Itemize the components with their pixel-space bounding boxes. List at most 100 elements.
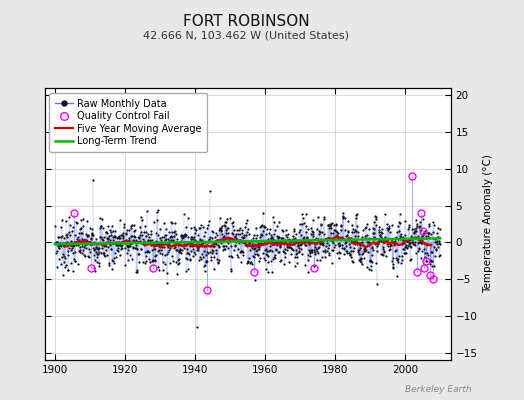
Point (74, 230, 83, 236)
Point (160, 252, 169, 258)
Point (119, 224, 128, 230)
Point (173, 236, 181, 242)
Point (124, 256, 132, 263)
Point (380, 239, 389, 245)
Point (307, 247, 315, 254)
Point (406, 257, 414, 264)
Point (107, 228, 115, 235)
Point (281, 254, 289, 260)
Point (431, 253, 439, 259)
Point (90, 265, 99, 271)
Point (423, 250, 431, 256)
Point (83, 233, 92, 240)
Point (298, 211, 306, 218)
Point (381, 211, 389, 218)
Point (133, 268, 141, 275)
Point (381, 234, 389, 240)
Point (154, 206, 162, 213)
Point (308, 246, 316, 253)
Point (326, 220, 335, 227)
Point (314, 250, 323, 256)
Point (225, 234, 234, 241)
Point (328, 238, 336, 244)
Point (380, 235, 389, 241)
Point (283, 247, 291, 253)
Point (189, 246, 197, 252)
Point (388, 261, 397, 268)
Point (117, 232, 125, 238)
Point (355, 251, 364, 257)
Point (121, 238, 129, 244)
Point (241, 242, 249, 248)
Point (346, 254, 355, 260)
Point (267, 235, 275, 242)
Point (220, 222, 228, 229)
Point (224, 239, 232, 246)
Point (221, 246, 229, 252)
Point (123, 242, 132, 248)
Point (98, 216, 106, 222)
Point (121, 262, 129, 268)
Point (169, 229, 178, 235)
Point (161, 232, 169, 238)
Point (144, 248, 152, 254)
Point (236, 249, 245, 256)
Point (271, 238, 280, 245)
Point (412, 225, 421, 231)
Point (351, 227, 359, 233)
Point (325, 225, 334, 232)
Point (159, 259, 168, 265)
Point (273, 232, 281, 239)
Point (339, 213, 347, 219)
Point (378, 230, 386, 236)
Point (403, 236, 412, 242)
Point (53, 264, 61, 270)
Point (318, 240, 326, 247)
Point (236, 237, 244, 243)
Point (328, 220, 336, 226)
Point (139, 229, 148, 235)
Point (373, 280, 381, 287)
Point (53, 234, 62, 240)
Point (55, 245, 63, 252)
Point (121, 245, 129, 252)
Point (111, 233, 119, 239)
Point (380, 247, 388, 254)
Point (425, 257, 434, 264)
Point (104, 223, 113, 230)
Point (278, 236, 287, 243)
Point (183, 250, 192, 256)
Point (378, 226, 386, 232)
Point (299, 238, 308, 245)
Point (70, 258, 79, 264)
Point (127, 222, 135, 229)
Point (217, 230, 226, 237)
Point (416, 223, 424, 229)
Point (385, 223, 394, 229)
Point (107, 266, 116, 272)
Legend: Raw Monthly Data, Quality Control Fail, Five Year Moving Average, Long-Term Tren: Raw Monthly Data, Quality Control Fail, … (49, 93, 207, 152)
Point (55, 256, 63, 262)
Point (390, 248, 399, 254)
Point (236, 231, 244, 238)
Point (79, 216, 88, 222)
Point (181, 231, 190, 237)
Point (428, 249, 436, 255)
Point (397, 260, 405, 266)
Point (429, 235, 437, 241)
Point (434, 234, 442, 240)
Point (223, 225, 231, 232)
Point (235, 225, 244, 232)
Point (165, 238, 173, 244)
Point (150, 246, 159, 252)
Point (257, 230, 265, 237)
Point (217, 224, 225, 231)
Point (376, 236, 385, 242)
Point (88, 226, 96, 232)
Point (173, 271, 181, 278)
Point (71, 249, 79, 255)
Point (372, 222, 380, 229)
Point (304, 241, 313, 247)
Point (291, 263, 300, 270)
Point (130, 222, 138, 228)
